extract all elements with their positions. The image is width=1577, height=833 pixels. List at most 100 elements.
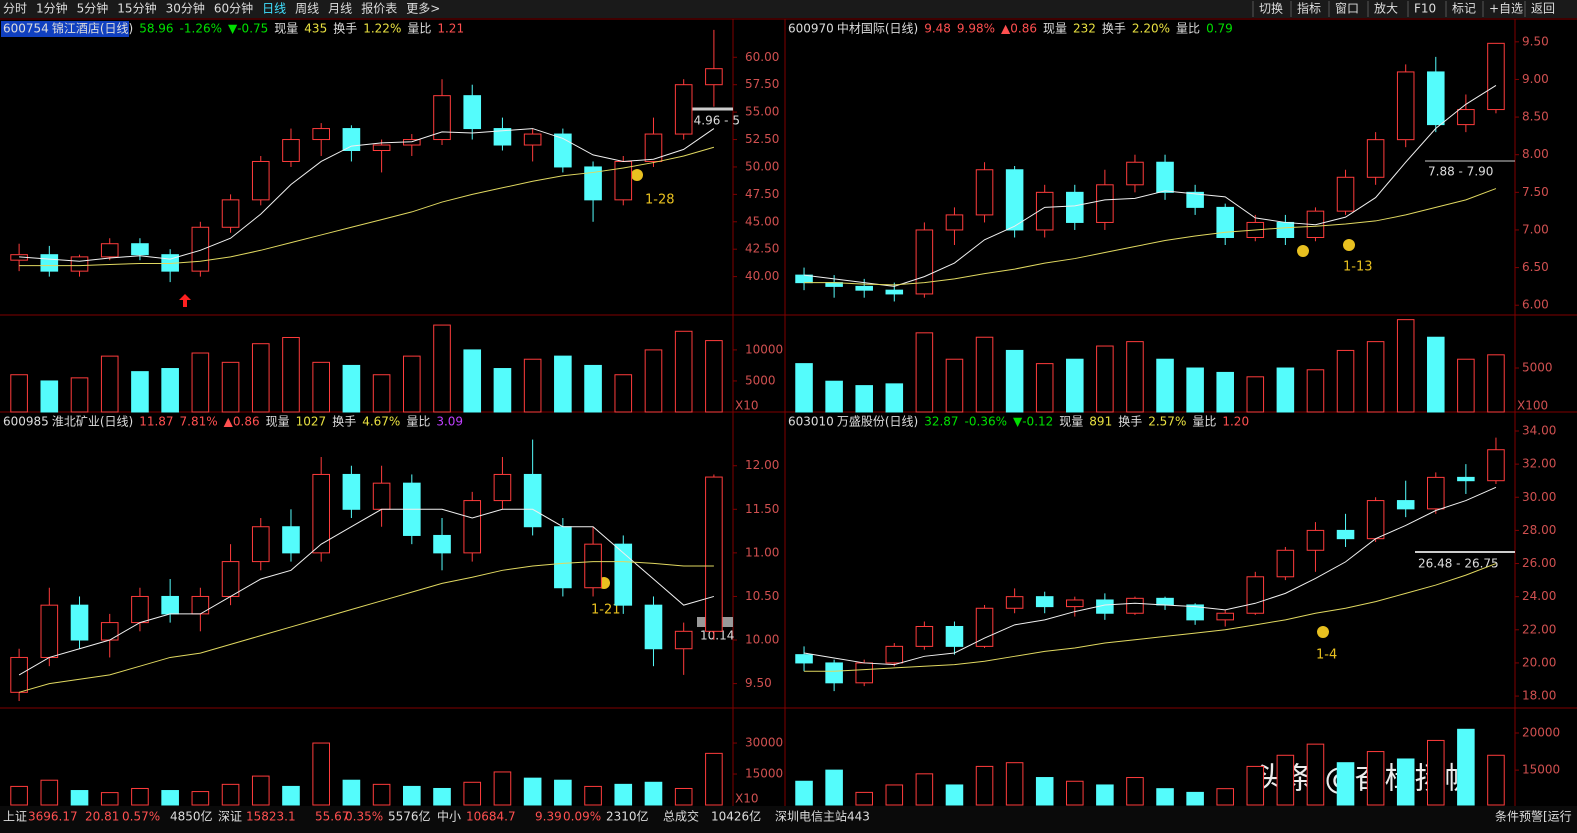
- header-ratio: 0.79: [1206, 22, 1233, 36]
- toolbar-tab[interactable]: 分时: [3, 2, 27, 16]
- volume-bar: [614, 783, 633, 806]
- candle-body: [251, 160, 270, 201]
- candle-body: [644, 604, 663, 650]
- toolbar-button[interactable]: +自选: [1489, 2, 1523, 16]
- candle-body: [1457, 476, 1475, 482]
- toolbar-tab[interactable]: 60分钟: [214, 1, 253, 16]
- candle-body: [433, 534, 451, 554]
- volume-bar: [1427, 739, 1445, 806]
- candle-body: [131, 595, 149, 624]
- toolbar-tab[interactable]: 月线: [328, 2, 352, 16]
- volume-bar: [1126, 341, 1144, 413]
- toolbar-tab[interactable]: 5分钟: [77, 1, 109, 16]
- smiley: [1343, 239, 1355, 251]
- header-ratio-label: 量比: [1192, 415, 1216, 429]
- header-code: 600754: [3, 22, 49, 36]
- volume-bar: [1156, 358, 1174, 413]
- status-item: 9.39: [535, 810, 562, 824]
- signal-arrow: [179, 294, 191, 307]
- header-vol-now: 435: [304, 22, 327, 36]
- volume-bar: [825, 380, 843, 413]
- candle-body: [372, 482, 391, 510]
- candle-body: [1276, 221, 1295, 238]
- toolbar-button[interactable]: 放大: [1374, 1, 1398, 16]
- candle-body: [1216, 612, 1234, 621]
- statusbar-bg: [0, 806, 1577, 833]
- header-change: ▲0.86: [224, 415, 260, 429]
- candle-body: [1096, 184, 1114, 223]
- toolbar-tab[interactable]: 15分钟: [117, 1, 156, 16]
- status-item: 0.57%: [122, 810, 160, 824]
- volume-bar: [945, 358, 964, 413]
- y-tick-label: 10.00: [745, 633, 779, 647]
- candle-body: [825, 662, 843, 684]
- volume-bar: [1396, 319, 1415, 413]
- candle-body: [40, 254, 59, 272]
- toolbar-tab[interactable]: 日线: [262, 2, 286, 16]
- candle-body: [1366, 139, 1385, 178]
- candle-body: [885, 289, 904, 295]
- header-turnover-label: 换手: [332, 415, 356, 429]
- candle-body: [221, 561, 240, 597]
- volume-bar: [463, 349, 482, 413]
- header-ratio: 3.09: [436, 415, 463, 429]
- volume-bar: [945, 784, 964, 806]
- candle-body: [915, 229, 934, 295]
- y-tick-label: 24.00: [1522, 589, 1556, 603]
- toolbar-button[interactable]: 切换: [1259, 2, 1283, 16]
- candle-body: [251, 526, 270, 563]
- status-item: 55.67: [315, 810, 349, 824]
- toolbar-button[interactable]: 返回: [1531, 2, 1555, 16]
- volume-bar: [1276, 754, 1295, 806]
- y-tick-label: 6.00: [1522, 298, 1549, 312]
- y-tick-label: 7.50: [1522, 185, 1549, 199]
- header-turnover: 4.67%: [362, 415, 400, 429]
- level-note: 7.88 - 7.90: [1428, 165, 1493, 179]
- status-item: 10684.7: [466, 810, 516, 824]
- header-price: 11.87: [139, 415, 173, 429]
- header-turnover-label: 换手: [1102, 22, 1126, 36]
- volume-bar: [1457, 358, 1475, 413]
- toolbar-tab[interactable]: 1分钟: [36, 1, 68, 16]
- status-item: 3696.17: [28, 810, 78, 824]
- toolbar-button[interactable]: 窗口: [1335, 2, 1359, 16]
- candle-body: [1396, 71, 1415, 141]
- toolbar-tab[interactable]: 报价表: [361, 1, 397, 16]
- ma-line: [804, 563, 1497, 672]
- toolbar-tab[interactable]: 更多>: [406, 2, 440, 16]
- volume-bar: [1457, 728, 1475, 806]
- volume-bar: [40, 779, 59, 806]
- volume-bar: [161, 790, 179, 806]
- volume-bar: [1306, 369, 1325, 413]
- toolbar-button[interactable]: F10: [1414, 2, 1436, 16]
- candle-body: [554, 526, 572, 589]
- toolbar-tab[interactable]: 周线: [295, 2, 319, 16]
- ma-line: [19, 128, 715, 262]
- volume-bar: [554, 355, 572, 413]
- volume-bar: [1005, 762, 1024, 806]
- volume-bar: [312, 361, 330, 413]
- ma-line: [803, 85, 1497, 287]
- volume-bar: [1366, 341, 1385, 413]
- toolbar-tab[interactable]: 30分钟: [166, 1, 205, 16]
- ma-line: [804, 188, 1497, 286]
- header-change: ▲0.86: [1001, 22, 1037, 36]
- vol-tick-label: 10000: [745, 342, 783, 356]
- header-code: 603010: [788, 415, 834, 429]
- vol-tick-label: 5000: [745, 373, 776, 387]
- ma-line: [19, 146, 715, 267]
- header-ratio: 1.20: [1222, 415, 1249, 429]
- y-tick-label: 52.50: [745, 132, 779, 146]
- header-ratio-label: 量比: [406, 415, 430, 429]
- y-tick-label: 47.50: [745, 187, 779, 201]
- toolbar-button[interactable]: 指标: [1297, 1, 1321, 16]
- toolbar-button[interactable]: 标记: [1452, 2, 1476, 16]
- status-item: 0.35%: [345, 810, 383, 824]
- candle-body: [191, 226, 210, 272]
- header-change: ▼-0.12: [1013, 415, 1053, 429]
- candle-body: [1066, 191, 1084, 223]
- candle-body: [945, 214, 964, 231]
- volume-bar: [1246, 376, 1265, 413]
- y-tick-label: 9.50: [745, 676, 772, 690]
